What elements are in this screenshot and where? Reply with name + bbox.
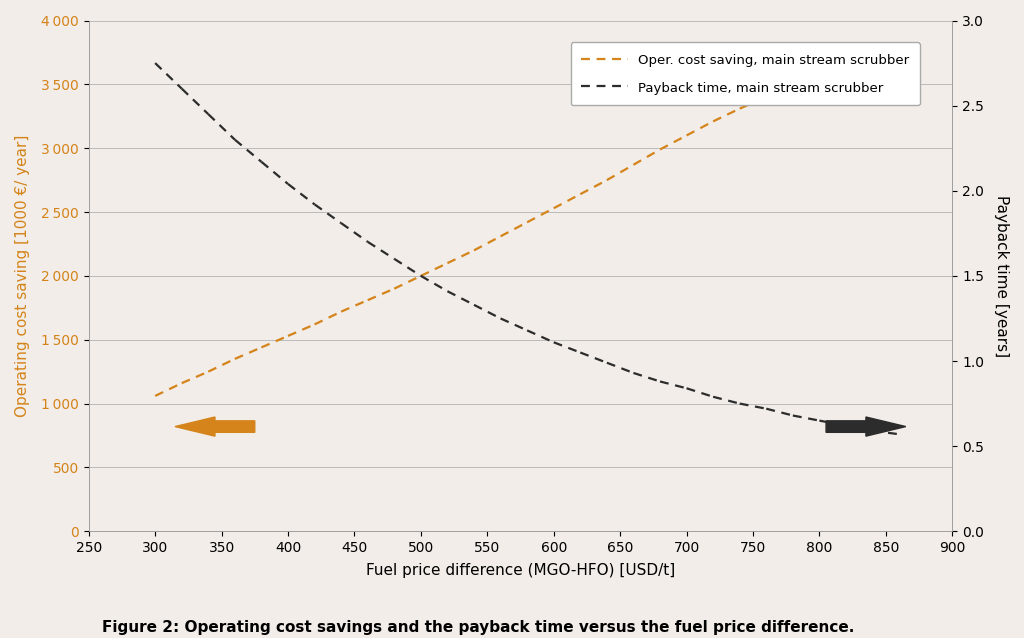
Oper. cost saving, main stream scrubber: [628, 161, 640, 168]
Line: Oper. cost saving, main stream scrubber: Oper. cost saving, main stream scrubber: [156, 61, 899, 396]
Oper. cost saving, main stream scrubber: [707, 117, 719, 125]
Oper. cost saving, main stream scrubber: [574, 190, 587, 198]
Oper. cost saving, main stream scrubber: [255, 344, 267, 352]
Oper. cost saving, main stream scrubber: [840, 69, 852, 77]
Oper. cost saving, main stream scrubber: [601, 176, 613, 184]
Oper. cost saving, main stream scrubber: [548, 204, 560, 212]
Oper. cost saving, main stream scrubber: [654, 145, 667, 153]
Oper. cost saving, main stream scrubber: [202, 368, 214, 376]
Oper. cost saving, main stream scrubber: [733, 105, 745, 112]
Oper. cost saving, main stream scrubber: [282, 332, 294, 340]
Oper. cost saving, main stream scrubber: [893, 57, 905, 65]
Oper. cost saving, main stream scrubber: [441, 259, 454, 267]
Oper. cost saving, main stream scrubber: [361, 296, 374, 304]
Oper. cost saving, main stream scrubber: [415, 272, 427, 279]
Oper. cost saving, main stream scrubber: [866, 63, 879, 70]
X-axis label: Fuel price difference (MGO-HFO) [USD/t]: Fuel price difference (MGO-HFO) [USD/t]: [366, 563, 675, 578]
Oper. cost saving, main stream scrubber: [175, 380, 187, 387]
Oper. cost saving, main stream scrubber: [335, 308, 347, 315]
Text: Figure 2: Operating cost savings and the payback time versus the fuel price diff: Figure 2: Operating cost savings and the…: [102, 619, 855, 635]
Y-axis label: Payback time [years]: Payback time [years]: [994, 195, 1009, 357]
Oper. cost saving, main stream scrubber: [521, 218, 534, 226]
Oper. cost saving, main stream scrubber: [150, 392, 162, 400]
Legend: Oper. cost saving, main stream scrubber, Payback time, main stream scrubber: Oper. cost saving, main stream scrubber,…: [570, 42, 920, 105]
FancyArrow shape: [826, 417, 906, 436]
Oper. cost saving, main stream scrubber: [228, 355, 241, 363]
Oper. cost saving, main stream scrubber: [308, 320, 321, 328]
Y-axis label: Operating cost saving [1000 €/ year]: Operating cost saving [1000 €/ year]: [15, 135, 30, 417]
Oper. cost saving, main stream scrubber: [495, 232, 507, 240]
Oper. cost saving, main stream scrubber: [813, 75, 825, 83]
Oper. cost saving, main stream scrubber: [388, 285, 400, 292]
FancyArrow shape: [175, 417, 255, 436]
Oper. cost saving, main stream scrubber: [468, 246, 480, 254]
Oper. cost saving, main stream scrubber: [786, 84, 799, 92]
Oper. cost saving, main stream scrubber: [760, 93, 772, 101]
Oper. cost saving, main stream scrubber: [680, 131, 692, 139]
